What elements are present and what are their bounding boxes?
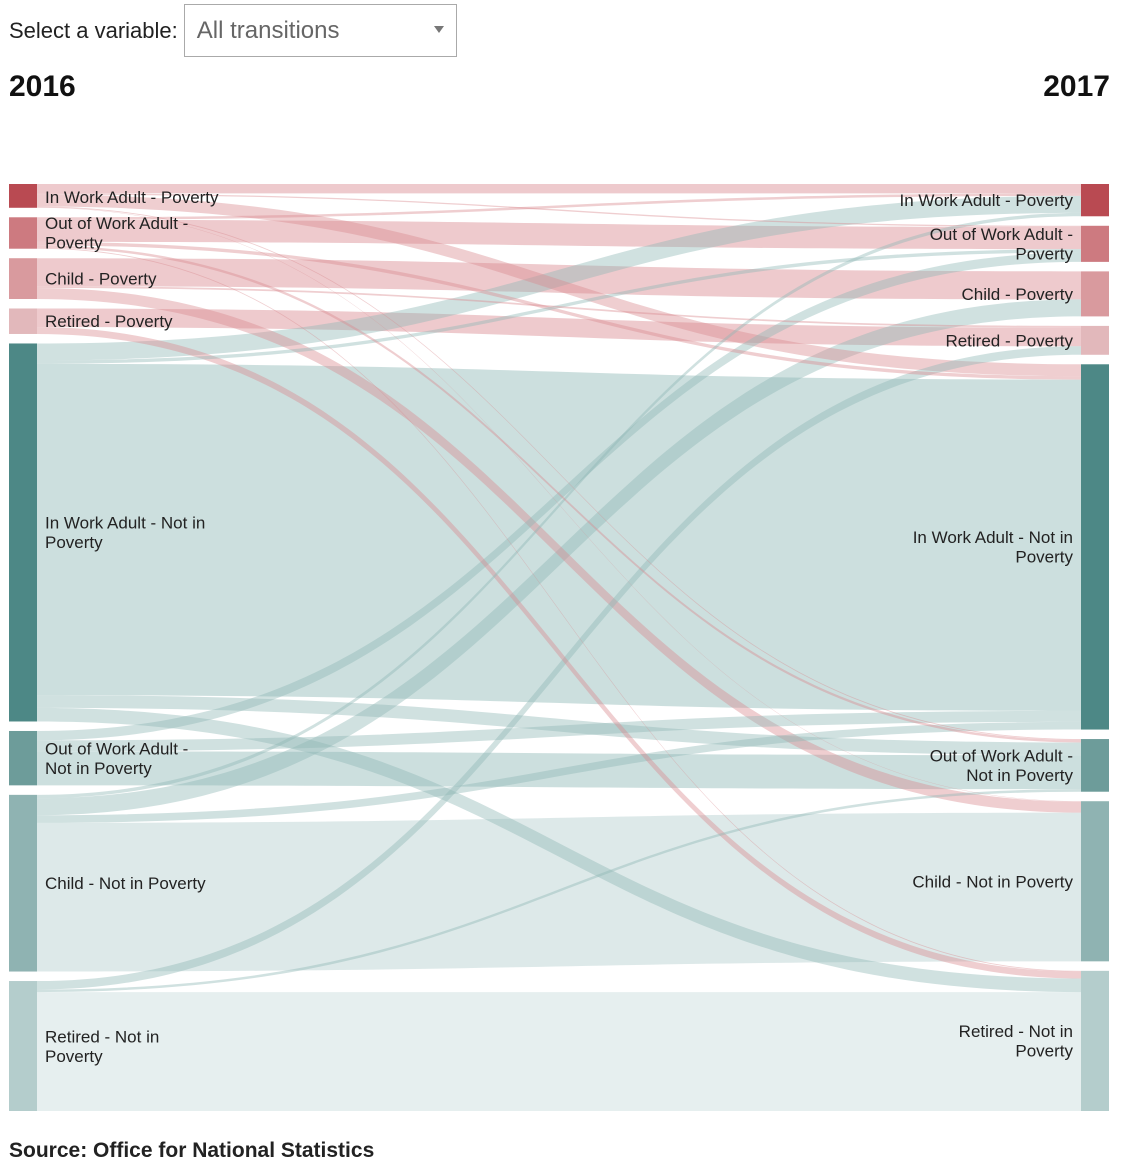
node-label-left-iwp: In Work Adult - Poverty — [45, 188, 219, 207]
node-left-cp — [9, 258, 37, 299]
sankey-nodes — [9, 184, 1109, 1111]
chevron-down-icon — [433, 26, 444, 33]
node-label-left-own: Out of Work Adult -Not in Poverty — [45, 739, 188, 778]
flow-owp-to-iwp — [37, 193, 1081, 220]
node-label-right-cn: Child - Not in Poverty — [912, 872, 1073, 891]
flow-iwn-to-iwp — [37, 195, 1081, 361]
node-label-left-cn: Child - Not in Poverty — [45, 874, 206, 893]
node-right-rn — [1081, 970, 1109, 1111]
flow-iwp-to-own — [37, 206, 1081, 740]
node-right-iwn — [1081, 364, 1109, 730]
flow-rn-to-rp — [37, 346, 1081, 990]
node-label-right-iwn: In Work Adult - Not in Poverty — [913, 528, 1074, 567]
flow-owp-to-owp — [37, 219, 1081, 250]
flow-cn-to-iwn — [37, 721, 1081, 823]
flow-cn-to-iwp — [37, 212, 1081, 799]
flow-iwp-to-cn — [37, 207, 1081, 802]
flow-rn-to-own — [37, 789, 1081, 993]
flow-iwn-to-owp — [37, 249, 1081, 364]
node-label-right-iwp: In Work Adult - Poverty — [899, 191, 1073, 210]
variable-select-value: All transitions — [196, 16, 340, 44]
node-right-cp — [1081, 271, 1109, 317]
flow-owp-to-rn — [37, 247, 1081, 972]
node-right-rp — [1081, 325, 1109, 355]
flow-iwn-to-iwn — [37, 363, 1081, 711]
source-note: Source: Office for National Statistics — [9, 1139, 375, 1162]
sankey-labels: In Work Adult - Poverty Out of Work Adult… — [45, 188, 1073, 1066]
node-left-iwn — [9, 343, 37, 722]
node-left-owp — [9, 217, 37, 249]
flow-own-to-own — [37, 751, 1081, 790]
node-label-right-rp: Retired - Poverty — [945, 331, 1073, 350]
flow-rp-to-rn — [37, 327, 1081, 979]
flow-iwp-to-iwp — [37, 184, 1081, 194]
flow-cn-to-cn — [37, 812, 1081, 972]
node-left-iwp — [9, 184, 37, 208]
node-label-right-rn: Retired - Not in Poverty — [959, 1022, 1074, 1061]
node-left-own — [9, 730, 37, 786]
flow-iwp-to-iwn — [37, 194, 1081, 377]
flow-rp-to-rp — [37, 308, 1081, 347]
flow-owp-to-iwn — [37, 241, 1081, 380]
year-right-heading: 2017 — [1043, 70, 1110, 103]
node-label-left-rn: Retired - Not in Poverty — [45, 1027, 159, 1066]
node-label-left-cp: Child - Poverty — [45, 270, 157, 289]
node-label-left-iwn: In Work Adult - Not in Poverty — [45, 514, 205, 553]
node-right-iwp — [1081, 184, 1109, 217]
flow-cp-to-rp — [37, 286, 1081, 328]
node-label-left-owp: Out of Work Adult -Poverty — [45, 214, 188, 253]
flow-owp-to-own — [37, 245, 1081, 743]
flow-own-to-owp — [37, 252, 1081, 741]
node-left-rn — [9, 981, 37, 1111]
flow-cp-to-cp — [37, 258, 1081, 300]
variable-select[interactable]: All transitions — [183, 4, 457, 57]
node-label-right-own: Out of Work Adult -Not in Poverty — [930, 747, 1074, 786]
flow-iwp-to-owp — [37, 193, 1081, 228]
flow-cn-to-cp — [37, 299, 1081, 816]
node-left-rp — [9, 308, 37, 334]
variable-select-label: Select a variable: — [9, 17, 178, 43]
flow-own-to-iwn — [37, 710, 1081, 752]
node-right-cn — [1081, 801, 1109, 962]
flow-cp-to-cn — [37, 287, 1081, 813]
node-right-own — [1081, 739, 1109, 792]
year-left-heading: 2016 — [9, 70, 76, 103]
node-right-owp — [1081, 225, 1109, 262]
node-label-left-rp: Retired - Poverty — [45, 312, 173, 331]
node-label-right-cp: Child - Poverty — [962, 285, 1074, 304]
flow-rn-to-rn — [37, 992, 1081, 1111]
flow-iwn-to-rn — [37, 707, 1081, 993]
node-left-cn — [9, 794, 37, 972]
flow-iwn-to-own — [37, 695, 1081, 756]
variable-controls: Select a variable: All transitions — [9, 2, 457, 59]
node-label-right-owp: Out of Work Adult -Poverty — [930, 225, 1074, 263]
sankey-links — [37, 184, 1081, 1111]
